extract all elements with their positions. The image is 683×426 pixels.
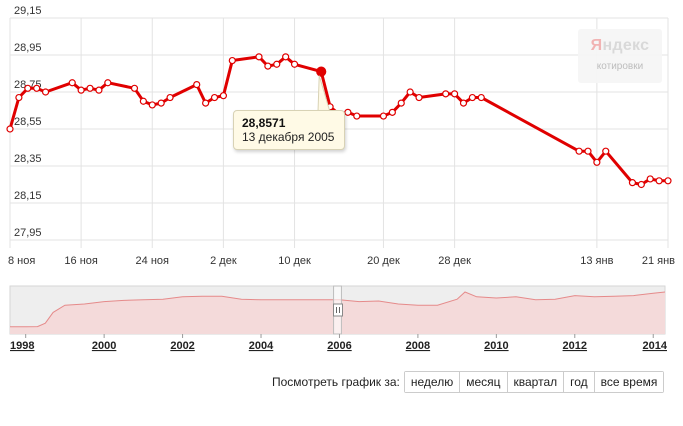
- logo-name: Яндекс: [590, 37, 650, 54]
- data-point[interactable]: [193, 80, 201, 89]
- data-point[interactable]: [219, 92, 228, 100]
- main-chart-grid: [9, 17, 669, 248]
- year-link[interactable]: 1998: [10, 340, 34, 352]
- period-year-button[interactable]: год: [564, 372, 595, 392]
- logo-subtitle: котировки: [596, 61, 644, 72]
- y-tick-label: 27,95: [14, 227, 42, 239]
- year-link[interactable]: 2010: [484, 340, 508, 352]
- overview-frame: [9, 285, 666, 335]
- data-point[interactable]: [415, 93, 423, 102]
- data-point[interactable]: [264, 62, 272, 70]
- data-point[interactable]: [628, 179, 637, 187]
- x-tick-label: 13 янв: [580, 255, 613, 267]
- data-point[interactable]: [593, 158, 601, 166]
- year-link[interactable]: 2014: [643, 340, 668, 352]
- data-point[interactable]: [68, 79, 76, 87]
- overview-background: [9, 285, 666, 335]
- overview-year-labels[interactable]: 1998 2000 2002 2004 2006 2008 2010 2012 2014: [10, 334, 668, 352]
- x-tick-label: 21 янв: [642, 255, 675, 267]
- data-point[interactable]: [86, 84, 94, 92]
- x-tick-label: 20 дек: [367, 255, 400, 267]
- data-point[interactable]: [15, 93, 23, 102]
- data-point[interactable]: [406, 88, 414, 96]
- yandex-logo: Яндекс котировки: [578, 29, 662, 83]
- data-point[interactable]: [282, 53, 290, 61]
- data-point[interactable]: [139, 97, 147, 105]
- x-tick-label: 16 ноя: [64, 255, 97, 267]
- data-point[interactable]: [41, 88, 50, 96]
- y-tick-label: 29,15: [14, 5, 42, 17]
- x-tick-label: 8 ноя: [8, 255, 35, 267]
- period-quarter-button[interactable]: квартал: [507, 372, 565, 392]
- data-point[interactable]: [6, 125, 14, 133]
- data-point[interactable]: [157, 99, 165, 107]
- data-point[interactable]: [210, 93, 219, 102]
- tooltip-date: 13 декабря 2005: [242, 130, 335, 144]
- year-link[interactable]: 2006: [327, 340, 351, 352]
- data-point[interactable]: [273, 60, 281, 68]
- data-point[interactable]: [104, 79, 112, 87]
- x-tick-label: 24 ноя: [136, 255, 169, 267]
- x-axis-labels: 8 ноя 16 ноя 24 ноя 2 дек 10 дек 20 дек 28 дек…: [8, 255, 675, 267]
- data-point[interactable]: [637, 180, 645, 189]
- data-point[interactable]: [646, 175, 654, 183]
- x-tick-label: 2 дек: [210, 255, 237, 267]
- data-point[interactable]: [202, 99, 210, 107]
- data-point[interactable]: [397, 99, 405, 107]
- data-point[interactable]: [655, 177, 663, 185]
- data-point[interactable]: [459, 99, 468, 107]
- period-week-button[interactable]: неделю: [404, 372, 461, 392]
- data-point[interactable]: [344, 108, 352, 116]
- data-point[interactable]: [575, 147, 583, 155]
- y-tick-label: 28,35: [14, 153, 42, 165]
- data-point[interactable]: [95, 86, 103, 94]
- data-point[interactable]: [468, 93, 476, 102]
- data-point[interactable]: [442, 90, 450, 98]
- period-selector: Посмотреть график за: неделю месяц кварт…: [272, 371, 665, 393]
- data-point[interactable]: [379, 112, 388, 120]
- data-point[interactable]: [228, 56, 236, 65]
- data-point[interactable]: [602, 147, 610, 155]
- tooltip-value: 28,8571: [242, 116, 286, 130]
- selection-handle[interactable]: [333, 303, 343, 317]
- y-tick-label: 28,95: [14, 42, 42, 54]
- year-link[interactable]: 2002: [170, 340, 194, 352]
- year-link[interactable]: 2008: [406, 340, 430, 352]
- data-point[interactable]: [450, 90, 459, 98]
- data-point[interactable]: [290, 60, 299, 68]
- data-point[interactable]: [24, 84, 32, 92]
- data-point[interactable]: [477, 93, 485, 102]
- y-tick-label: 28,15: [14, 190, 42, 202]
- data-point[interactable]: [255, 53, 263, 61]
- period-month-button[interactable]: месяц: [460, 372, 508, 392]
- data-point[interactable]: [353, 112, 361, 120]
- period-buttons: неделю месяц квартал год все время: [403, 371, 665, 393]
- data-point[interactable]: [77, 86, 85, 94]
- period-all-time-button[interactable]: все время: [594, 372, 664, 392]
- data-point[interactable]: [130, 84, 139, 92]
- data-point[interactable]: [584, 147, 592, 155]
- overview-line: [10, 291, 666, 328]
- data-point[interactable]: [148, 101, 156, 109]
- overview-area: [10, 292, 665, 334]
- overview-selection[interactable]: [333, 285, 342, 335]
- overview-window[interactable]: [333, 285, 343, 335]
- overview-series: [10, 291, 666, 334]
- year-link[interactable]: 2004: [249, 340, 274, 352]
- data-point[interactable]: [166, 93, 174, 102]
- year-link[interactable]: 2012: [563, 340, 587, 352]
- year-link[interactable]: 2000: [92, 340, 116, 352]
- x-tick-label: 28 дек: [438, 255, 471, 267]
- y-tick-label: 28,55: [14, 116, 42, 128]
- main-data-points[interactable]: [6, 53, 672, 189]
- data-point[interactable]: [33, 84, 41, 92]
- data-tooltip: 28,8571 13 декабря 2005: [233, 110, 345, 150]
- highlighted-data-point[interactable]: [316, 66, 327, 77]
- period-label: Посмотреть график за:: [272, 375, 400, 389]
- data-point[interactable]: [664, 177, 672, 185]
- data-point[interactable]: [388, 108, 396, 116]
- x-tick-label: 10 дек: [278, 255, 311, 267]
